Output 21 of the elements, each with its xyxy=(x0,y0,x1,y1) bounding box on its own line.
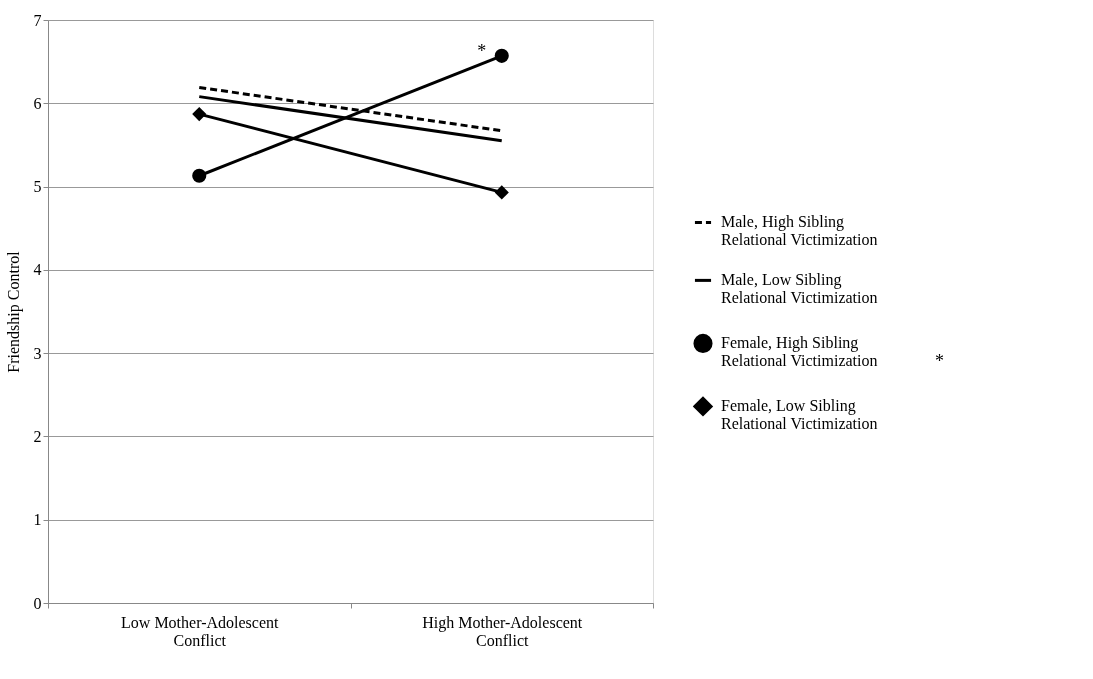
point xyxy=(494,185,509,200)
x-tick-label: Low Mother-Adolescent Conflict xyxy=(121,613,280,649)
text: * xyxy=(935,351,944,372)
legend-label: Female, High Sibling Relational Victimization xyxy=(721,334,878,370)
legend-label: Female, Low Sibling Relational Victimization xyxy=(721,397,878,433)
y-tick-label: 2 xyxy=(33,427,42,445)
y-tick-label: 4 xyxy=(33,261,42,279)
y-tick-label: 0 xyxy=(33,594,42,612)
legend-label: Male, High Sibling Relational Victimization xyxy=(721,213,878,249)
y-tick-label: 7 xyxy=(33,11,42,29)
annotation: * xyxy=(477,40,487,61)
point xyxy=(192,168,207,183)
y-tick-label: 5 xyxy=(33,178,42,196)
x-tick-label: High Mother-Adolescent Conflict xyxy=(422,613,583,649)
y-tick-label: 3 xyxy=(33,344,42,362)
point xyxy=(192,107,207,122)
y-tick-label: 6 xyxy=(33,94,42,112)
y-axis-title: Friendship Control xyxy=(4,250,23,373)
point xyxy=(494,48,509,63)
y-tick-label: 1 xyxy=(33,511,42,529)
legend-label: Male, Low Sibling Relational Victimization xyxy=(721,271,878,307)
